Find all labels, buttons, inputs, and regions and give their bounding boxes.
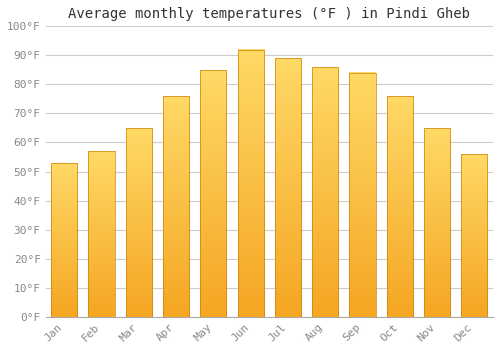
Bar [462, 154, 487, 317]
Bar [424, 128, 450, 317]
Bar [387, 96, 413, 317]
Title: Average monthly temperatures (°F ) in Pindi Gheb: Average monthly temperatures (°F ) in Pi… [68, 7, 470, 21]
Bar [238, 49, 264, 317]
Bar [350, 73, 376, 317]
Bar [163, 96, 189, 317]
Bar [275, 58, 301, 317]
Bar [200, 70, 226, 317]
Bar [312, 67, 338, 317]
Bar [51, 163, 78, 317]
Bar [126, 128, 152, 317]
Bar [88, 151, 115, 317]
